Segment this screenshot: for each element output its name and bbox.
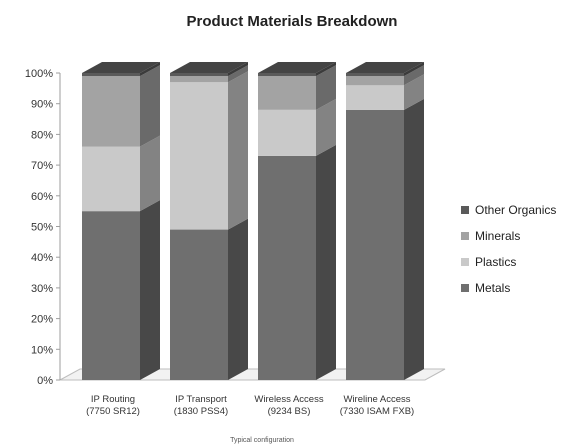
bar-segment-side: [140, 200, 160, 380]
bar-top: [170, 62, 248, 73]
category-labels: IP Routing (7750 SR12) IP Transport (1830 P…: [86, 394, 414, 417]
bar-segment-front: [258, 155, 316, 380]
bar-segment-side: [316, 65, 336, 110]
bar-segment-side: [404, 74, 424, 110]
bar-segment-front: [346, 85, 404, 110]
legend-item: Minerals: [461, 229, 520, 243]
bars-layer: [82, 62, 424, 380]
legend-item: Plastics: [461, 255, 516, 269]
x-category-label: Wireline Access (7330 ISAM FXB): [340, 394, 414, 417]
bar-segment-front: [346, 76, 404, 86]
bar-segment-side: [316, 98, 336, 156]
bar-segment-front: [170, 82, 228, 230]
y-tick-label: 0%: [37, 375, 53, 387]
y-tick-label: 90%: [31, 99, 53, 111]
y-tick-label: 100%: [25, 68, 53, 80]
y-tick-label: 20%: [31, 314, 53, 326]
bar-segment-front: [82, 146, 140, 212]
bar-top: [346, 62, 424, 73]
legend-swatch: [461, 284, 469, 292]
legend-label: Plastics: [475, 255, 516, 269]
bar-segment-front: [170, 76, 228, 83]
bar-segment-side: [140, 62, 160, 77]
legend-swatch: [461, 232, 469, 240]
bar-stack: [82, 62, 160, 380]
bar-segment-side: [404, 65, 424, 86]
bar-segment-side: [140, 135, 160, 212]
bar-segment-side: [140, 65, 160, 147]
bar-segment-front: [82, 76, 140, 147]
bar-segment-front: [170, 229, 228, 380]
bar-top: [258, 62, 336, 73]
y-tick-label: 40%: [31, 252, 53, 264]
x-category-label: IP Transport (1830 PSS4): [174, 394, 228, 417]
bar-top: [82, 62, 160, 73]
bar-segment-side: [316, 144, 336, 380]
bar-segment-front: [82, 211, 140, 380]
bar-segment-front: [170, 73, 228, 77]
legend-label: Minerals: [475, 229, 520, 243]
y-tick-label: 30%: [31, 283, 53, 295]
bar-segment-front: [258, 109, 316, 156]
y-tick-label: 60%: [31, 191, 53, 203]
bar-segment-front: [82, 73, 140, 77]
bar-stack: [346, 62, 424, 380]
bar-segment-side: [316, 62, 336, 77]
legend: Other Organics Minerals Plastics Metals: [461, 203, 556, 295]
y-tick-label: 80%: [31, 129, 53, 141]
legend-swatch: [461, 258, 469, 266]
bar-segment-front: [346, 109, 404, 380]
x-category-label: IP Routing (7750 SR12): [86, 394, 140, 417]
x-category-label: Wireless Access (9234 BS): [254, 394, 323, 417]
bar-segment-side: [228, 71, 248, 230]
y-tick-label: 70%: [31, 160, 53, 172]
x-axis-label: Typical configuration: [230, 437, 294, 444]
legend-label: Other Organics: [475, 203, 556, 217]
legend-swatch: [461, 206, 469, 214]
legend-item: Other Organics: [461, 203, 556, 217]
bar-segment-side: [228, 62, 248, 77]
bar-segment-front: [346, 73, 404, 77]
y-tick-label: 50%: [31, 222, 53, 234]
bar-segment-side: [404, 98, 424, 380]
bar-segment-front: [258, 73, 316, 77]
y-tick-label: 10%: [31, 344, 53, 356]
chart-title: Product Materials Breakdown: [187, 13, 398, 30]
bar-stack: [170, 62, 248, 380]
legend-label: Metals: [475, 281, 510, 295]
legend-item: Metals: [461, 281, 510, 295]
bar-segment-side: [228, 65, 248, 83]
bar-stack: [258, 62, 336, 380]
bar-segment-side: [404, 62, 424, 77]
bar-segment-side: [228, 218, 248, 380]
bar-segment-front: [258, 76, 316, 110]
